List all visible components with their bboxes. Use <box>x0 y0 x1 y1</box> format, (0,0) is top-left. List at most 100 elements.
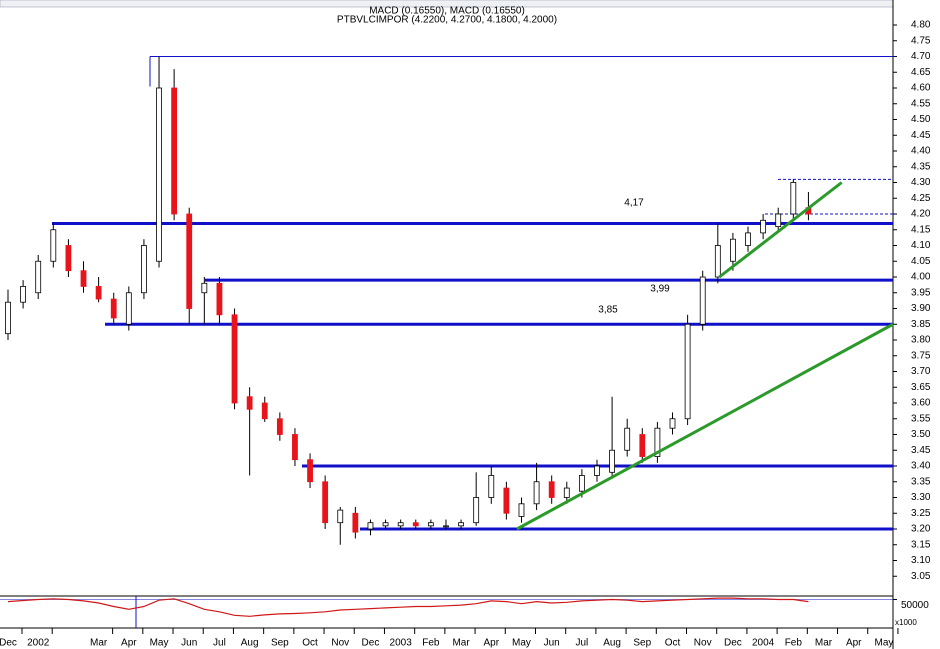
candle-body <box>20 286 27 303</box>
candle-body <box>669 418 676 429</box>
y-tick-label: 4.00 <box>911 272 931 283</box>
y-tick-label: 3.50 <box>911 429 931 440</box>
x-tick-label: 2002 <box>27 638 50 649</box>
candle-body <box>156 87 162 262</box>
y-tick-label: 4.65 <box>911 67 931 78</box>
candle-body <box>382 522 389 527</box>
candle-body <box>548 481 555 498</box>
x-tick-label: Feb <box>422 638 440 649</box>
x-tick-label: Oct <box>302 638 318 649</box>
candle-body <box>80 270 87 287</box>
candle-body <box>367 522 374 530</box>
y-tick-label: 3.55 <box>911 413 931 424</box>
y-tick-label: 3.70 <box>911 366 931 377</box>
candle-body <box>488 475 495 498</box>
candle-body <box>775 213 782 228</box>
candle-body <box>352 512 359 533</box>
x-tick-label: Aug <box>603 638 621 649</box>
level-label: 3,99 <box>650 284 670 295</box>
candle-body <box>639 434 646 457</box>
candle-body <box>473 497 480 524</box>
candle-body <box>141 245 147 294</box>
y-tick-label: 3.30 <box>911 492 931 503</box>
trendline <box>516 322 894 531</box>
candle-body <box>594 465 600 476</box>
y-tick-label: 3.95 <box>911 287 931 298</box>
x-tick-label: 2003 <box>390 638 413 649</box>
x-tick-label: May <box>874 638 893 649</box>
x-tick-label: Dec <box>724 638 742 649</box>
candle-body <box>201 282 208 294</box>
candle-body <box>322 481 329 524</box>
candle-body <box>443 525 449 528</box>
candle-body <box>790 182 797 215</box>
x-tick-label: Jul <box>213 638 226 649</box>
y-tick-label: 3.75 <box>911 350 931 361</box>
candle-body <box>261 402 268 420</box>
candle-body <box>412 522 419 527</box>
level-label: 4,17 <box>624 198 644 209</box>
y-tick-label: 3.80 <box>911 335 931 346</box>
candle-body <box>458 522 464 527</box>
candle-body <box>684 323 691 420</box>
y-tick-label: 3.60 <box>911 398 931 409</box>
y-tick-label: 4.70 <box>911 51 931 62</box>
level-label: 3,85 <box>598 305 618 316</box>
y-tick-label: 3.10 <box>911 555 931 566</box>
x-tick-label: Sep <box>271 638 289 649</box>
macd-tick-label: 50000 <box>901 600 929 611</box>
candle-body <box>110 298 117 319</box>
y-tick-label: 4.50 <box>911 114 931 125</box>
y-tick-label: 4.80 <box>911 20 931 31</box>
trendline <box>718 181 843 279</box>
y-tick-label: 4.35 <box>911 161 931 172</box>
candle-body <box>624 427 631 451</box>
y-tick-label: 4.55 <box>911 98 931 109</box>
chart-title: MACD (0.16550), MACD (0.16550) <box>369 6 525 17</box>
x-tick-label: Dec <box>0 638 17 649</box>
x-tick-label: Jun <box>181 638 197 649</box>
candle-body <box>563 487 570 498</box>
candle-body <box>171 87 178 215</box>
y-tick-label: 4.25 <box>911 193 931 204</box>
y-tick-label: 3.65 <box>911 382 931 393</box>
x-tick-label: Mar <box>815 638 833 649</box>
x-tick-label: Nov <box>694 638 712 649</box>
y-tick-label: 4.75 <box>911 35 931 46</box>
candle-body <box>95 286 102 300</box>
x-tick-label: Nov <box>331 638 349 649</box>
macd-line <box>7 597 809 617</box>
candle-body <box>292 434 298 461</box>
candle-body <box>337 509 344 524</box>
candle-body <box>760 219 767 234</box>
candle-body <box>125 292 132 325</box>
candle-body <box>276 418 283 435</box>
y-tick-label: 3.40 <box>911 461 931 472</box>
candle-body <box>397 522 404 527</box>
x-tick-label: Apr <box>846 638 862 649</box>
candle-body <box>654 427 661 457</box>
y-tick-label: 3.25 <box>911 508 931 519</box>
x-tick-label: Feb <box>785 638 803 649</box>
macd-unit: x1000 <box>895 618 917 627</box>
candle-body <box>578 475 585 492</box>
candle-body <box>699 276 706 325</box>
y-tick-label: 4.20 <box>911 209 931 220</box>
x-tick-label: Apr <box>121 638 137 649</box>
y-tick-label: 3.20 <box>911 524 931 535</box>
x-tick-label: Jun <box>544 638 560 649</box>
x-tick-label: Sep <box>633 638 651 649</box>
y-tick-label: 4.45 <box>911 130 931 141</box>
y-tick-label: 4.10 <box>911 240 931 251</box>
candle-body <box>730 238 736 262</box>
candle-body <box>533 481 540 505</box>
candle-body <box>518 503 525 517</box>
candle-body <box>714 245 721 278</box>
candle-body <box>609 449 615 473</box>
candle-body <box>745 232 751 246</box>
y-tick-label: 4.05 <box>911 256 931 267</box>
y-tick-label: 4.30 <box>911 177 931 188</box>
x-tick-label: 2004 <box>752 638 775 649</box>
candle-body <box>35 260 42 294</box>
